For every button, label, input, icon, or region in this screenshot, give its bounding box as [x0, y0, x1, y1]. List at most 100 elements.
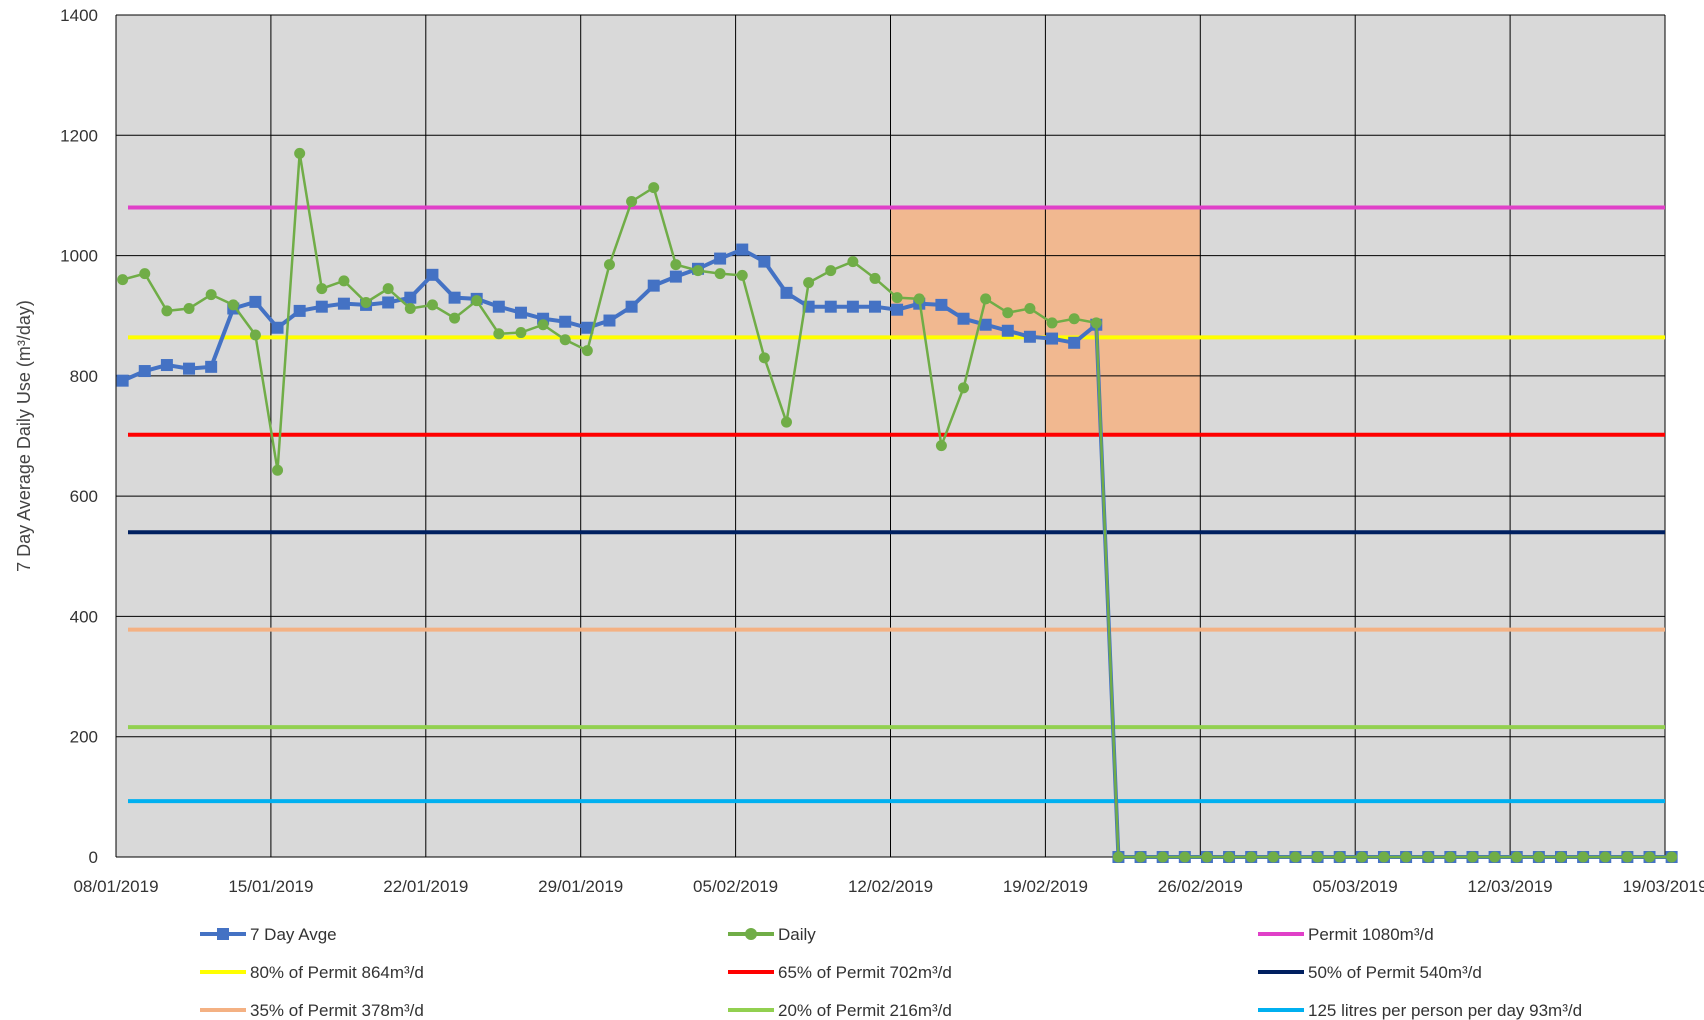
series-2-point-47 — [1135, 851, 1147, 863]
series-2-point-6 — [227, 299, 239, 311]
series-2-point-38 — [935, 440, 947, 452]
series-1-point-25 — [647, 279, 660, 292]
series-1-point-1 — [116, 374, 129, 387]
series-1-point-10 — [315, 300, 328, 313]
series-2-point-42 — [1024, 302, 1036, 314]
series-1-point-38 — [935, 298, 948, 311]
series-1-point-21 — [559, 315, 572, 328]
legend-marker-1 — [217, 928, 229, 940]
y-tick-label-3: 400 — [70, 607, 98, 626]
x-axis-ticks: 08/01/2019 15/01/2019 22/01/2019 29/01/2019… — [73, 877, 1704, 896]
x-tick-label-1: 08/01/2019 — [73, 877, 158, 896]
series-1-point-11 — [337, 297, 350, 310]
series-1-point-26 — [669, 270, 682, 283]
series-2-point-27 — [692, 265, 704, 277]
series-1-point-22 — [581, 321, 594, 334]
series-2-point-65 — [1533, 851, 1545, 863]
series-2-point-24 — [626, 195, 638, 207]
x-tick-label-8: 26/02/2019 — [1158, 877, 1243, 896]
data-series — [116, 147, 1678, 863]
series-1-point-7 — [249, 295, 262, 308]
series-1-point-18 — [492, 300, 505, 313]
y-tick-label-7: 1200 — [60, 126, 98, 145]
series-1-point-29 — [736, 243, 749, 256]
series-2-point-14 — [404, 302, 416, 314]
legend-label-3: Permit 1080m³/d — [1308, 925, 1434, 944]
x-tick-label-10: 12/03/2019 — [1468, 877, 1553, 896]
series-2-point-32 — [803, 277, 815, 289]
series-1-point-13 — [382, 296, 395, 309]
series-1-point-8 — [271, 321, 284, 334]
series-1-point-24 — [625, 300, 638, 313]
series-2-point-66 — [1555, 851, 1567, 863]
series-2-point-59 — [1400, 851, 1412, 863]
series-2-point-20 — [537, 319, 549, 331]
x-tick-label-7: 19/02/2019 — [1003, 877, 1088, 896]
series-2-point-19 — [515, 327, 527, 339]
series-1-point-35 — [869, 300, 882, 313]
series-1-point-16 — [448, 291, 461, 304]
series-2-point-3 — [161, 305, 173, 317]
series-2-point-9 — [294, 147, 306, 159]
x-tick-label-9: 05/03/2019 — [1313, 877, 1398, 896]
series-2-point-50 — [1201, 851, 1213, 863]
series-2-point-37 — [913, 293, 925, 305]
series-1-point-23 — [603, 314, 616, 327]
legend-label-2: Daily — [778, 925, 816, 944]
series-2-point-26 — [670, 259, 682, 271]
series-1-point-40 — [979, 318, 992, 331]
legend-label-6: 50% of Permit 540m³/d — [1308, 963, 1482, 982]
series-2-point-21 — [559, 334, 571, 346]
series-1-point-2 — [138, 365, 151, 378]
series-2-point-43 — [1046, 317, 1058, 329]
series-2-point-51 — [1223, 851, 1235, 863]
series-2-point-2 — [139, 268, 151, 280]
legend-marker-2 — [745, 928, 757, 940]
y-tick-label-8: 1400 — [60, 6, 98, 25]
series-2-point-40 — [980, 293, 992, 305]
series-1-point-43 — [1046, 332, 1059, 345]
y-axis-ticks: 0 200 400 600 800 1000 1200 1400 — [60, 6, 98, 867]
series-2-point-55 — [1312, 851, 1324, 863]
series-2-point-62 — [1466, 851, 1478, 863]
series-2-point-36 — [891, 292, 903, 304]
y-tick-label-1: 0 — [89, 848, 98, 867]
series-2-point-28 — [714, 268, 726, 280]
series-2-point-68 — [1599, 851, 1611, 863]
series-1-point-5 — [205, 360, 218, 373]
series-2-point-64 — [1511, 851, 1523, 863]
reference-lines — [128, 205, 1665, 804]
series-2-point-49 — [1179, 851, 1191, 863]
series-1-point-14 — [404, 291, 417, 304]
series-2-point-7 — [249, 329, 261, 341]
series-1-point-33 — [824, 300, 837, 313]
legend-label-8: 20% of Permit 216m³/d — [778, 1001, 952, 1020]
series-2-point-52 — [1245, 851, 1257, 863]
y-tick-label-5: 800 — [70, 367, 98, 386]
x-tick-label-4: 29/01/2019 — [538, 877, 623, 896]
series-2-point-45 — [1090, 317, 1102, 329]
series-1-point-9 — [293, 304, 306, 317]
series-2-point-41 — [1002, 307, 1014, 319]
series-2-point-71 — [1666, 851, 1678, 863]
y-tick-label-2: 200 — [70, 728, 98, 747]
series-1-point-19 — [514, 306, 527, 319]
series-2-point-70 — [1644, 851, 1656, 863]
series-1-point-28 — [714, 252, 727, 265]
series-2-point-29 — [736, 269, 748, 281]
series-2-point-61 — [1444, 851, 1456, 863]
series-2-point-11 — [338, 275, 350, 287]
series-2-point-53 — [1267, 851, 1279, 863]
series-2-point-31 — [780, 416, 792, 428]
series-2-point-23 — [603, 259, 615, 271]
series-2-point-46 — [1112, 851, 1124, 863]
y-tick-label-6: 1000 — [60, 247, 98, 266]
series-2-point-8 — [272, 464, 284, 476]
series-2-point-18 — [493, 328, 505, 340]
x-tick-label-2: 15/01/2019 — [228, 877, 313, 896]
x-tick-label-3: 22/01/2019 — [383, 877, 468, 896]
series-2-point-15 — [426, 299, 438, 311]
series-1-point-30 — [758, 255, 771, 268]
series-2-point-30 — [758, 352, 770, 364]
